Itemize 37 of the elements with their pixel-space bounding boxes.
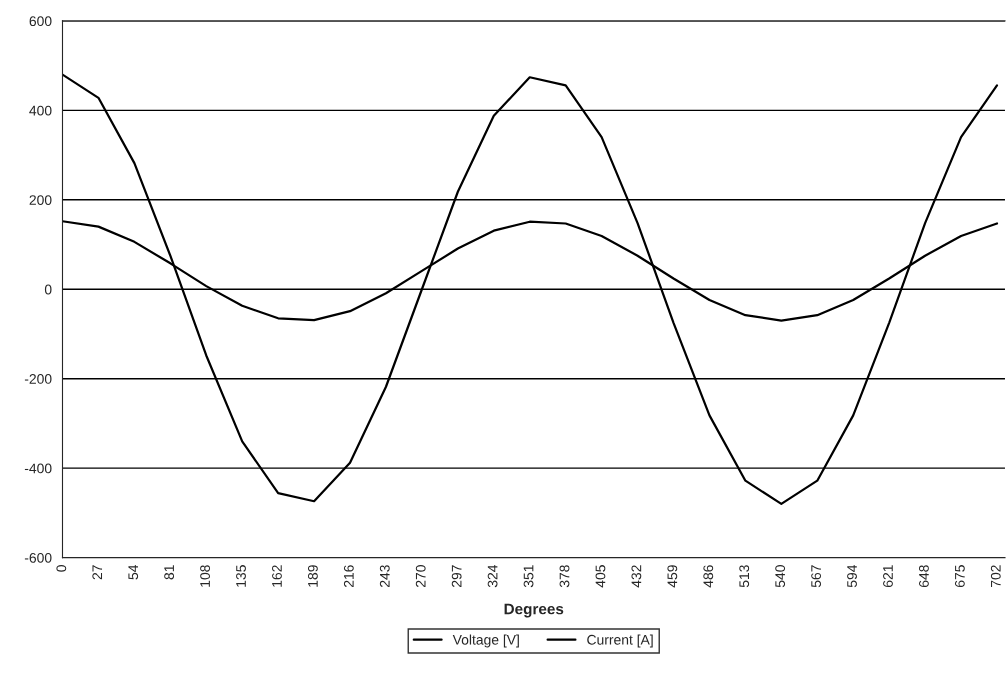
x-tick-label: 0 <box>56 565 67 572</box>
x-tick-label: 513 <box>739 565 750 588</box>
x-tick-label: 675 <box>954 565 965 588</box>
y-tick-label: -600 <box>24 552 52 563</box>
x-tick-label: 540 <box>775 565 786 588</box>
x-tick-label: 81 <box>164 565 175 580</box>
x-tick-label: 216 <box>343 565 354 588</box>
x-tick-label: 54 <box>128 564 139 580</box>
x-tick-label: 486 <box>703 565 714 588</box>
x-axis-title: Degrees <box>504 603 564 618</box>
x-tick-label: 702 <box>990 565 1001 587</box>
x-tick-label: 189 <box>307 565 318 587</box>
x-tick-label: 378 <box>559 565 570 588</box>
x-tick-label: 297 <box>451 565 462 588</box>
legend-label: Current [A] <box>587 634 653 648</box>
x-tick-label: 270 <box>415 565 426 588</box>
x-tick-label: 27 <box>92 565 103 580</box>
x-tick-label: 567 <box>811 565 822 588</box>
x-tick-label: 243 <box>379 565 390 588</box>
x-tick-label: 108 <box>200 565 210 587</box>
x-tick-label: 621 <box>883 565 893 588</box>
x-tick-label: 324 <box>487 564 498 588</box>
x-tick-label: 135 <box>236 565 246 587</box>
y-tick-label: -400 <box>24 463 52 474</box>
x-tick-label: 459 <box>667 565 678 588</box>
y-tick-label: 600 <box>29 16 52 27</box>
x-tick-label: 432 <box>631 565 642 588</box>
y-tick-label: -200 <box>24 374 52 384</box>
x-tick-label: 405 <box>595 565 606 588</box>
y-tick-label: 0 <box>44 284 52 295</box>
x-tick-label: 594 <box>847 564 857 588</box>
x-tick-label: 648 <box>919 565 929 588</box>
y-tick-label: 200 <box>29 195 52 205</box>
x-tick-label: 351 <box>523 565 534 588</box>
y-tick-label: 400 <box>29 105 52 116</box>
legend-label: Voltage [V] <box>452 634 519 648</box>
x-tick-label: 162 <box>272 565 282 587</box>
